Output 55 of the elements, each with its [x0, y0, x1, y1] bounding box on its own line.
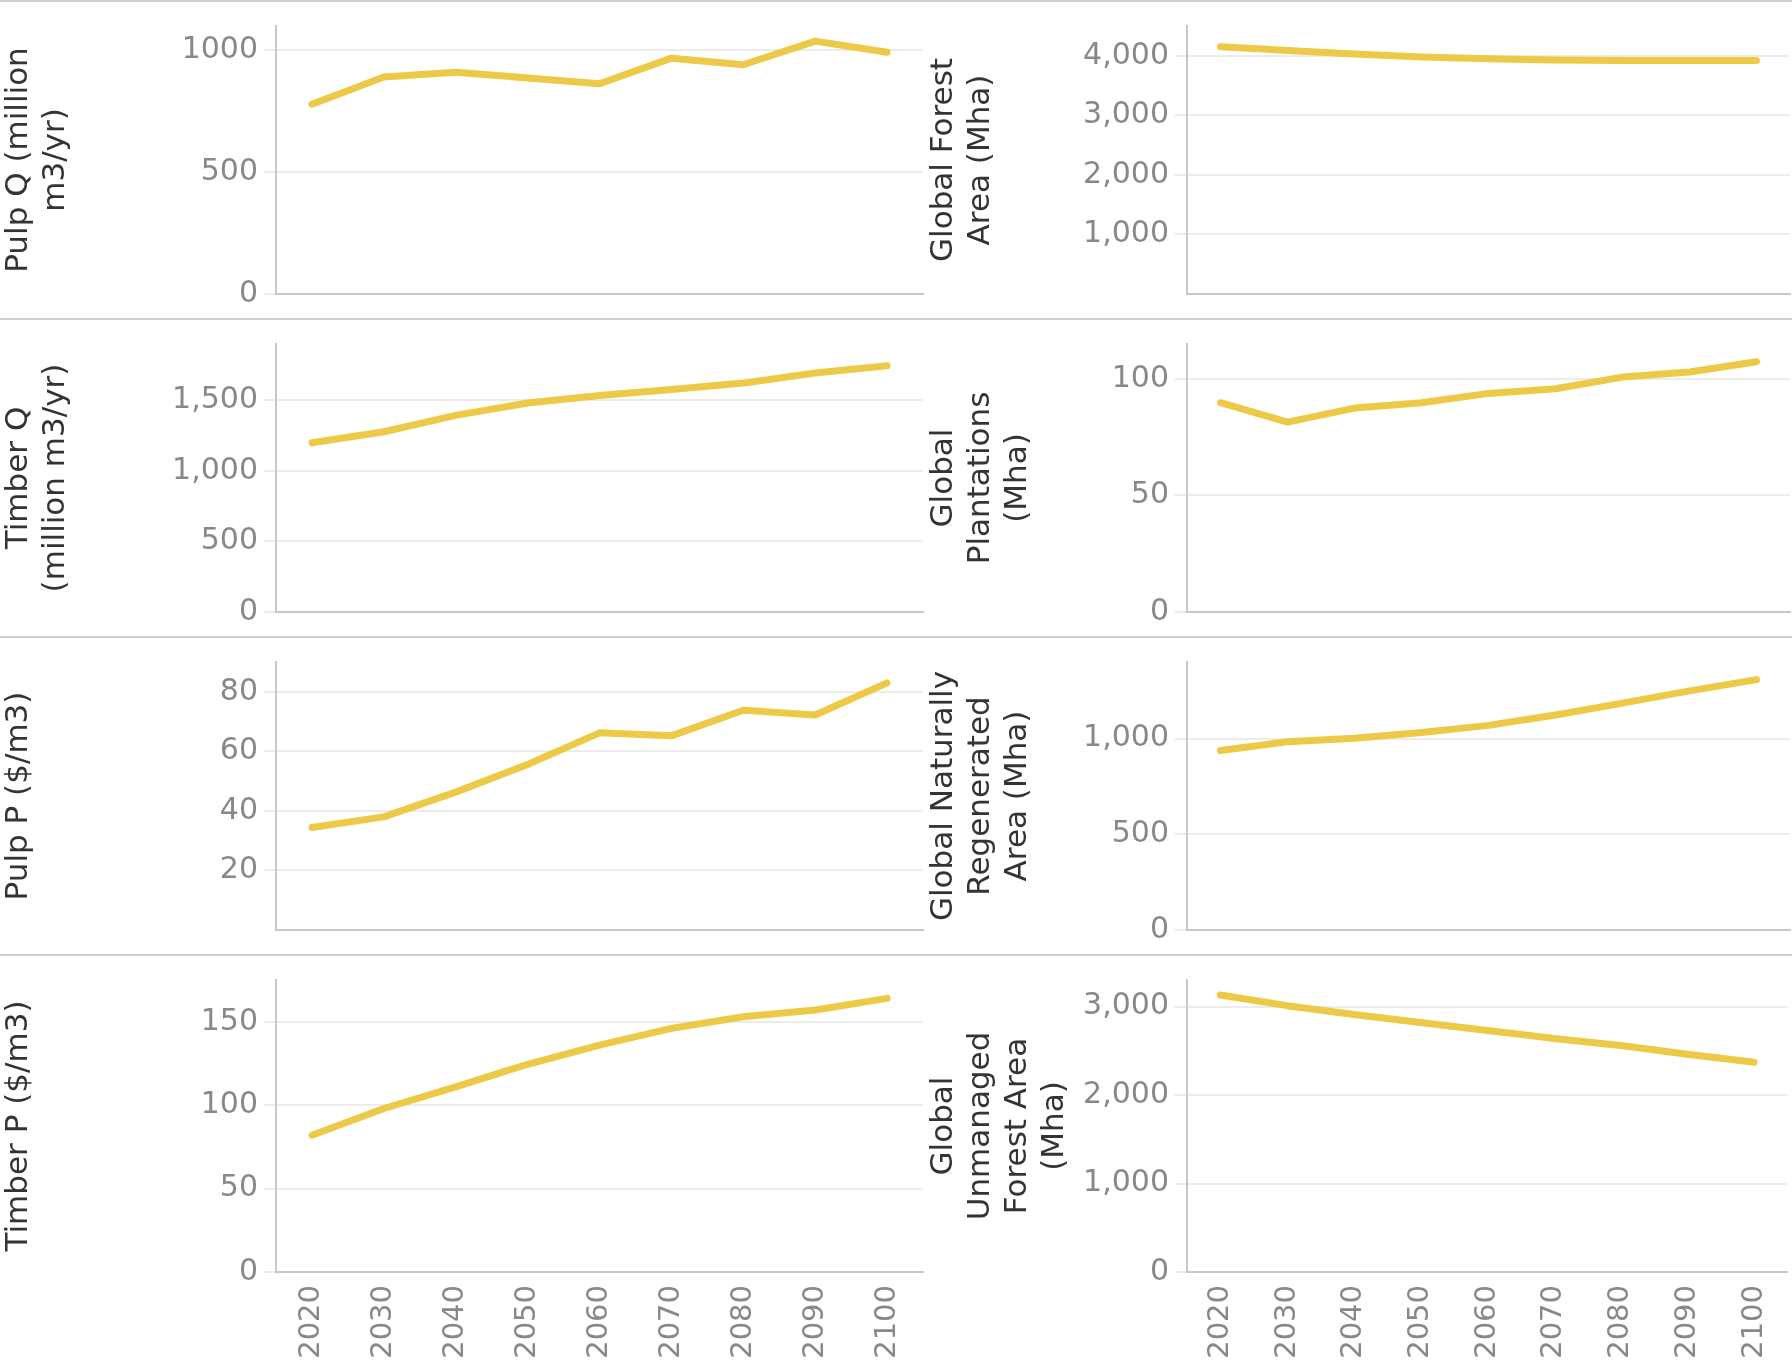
y-tick-label: 40	[219, 790, 258, 826]
y-tick-label: 150	[200, 1001, 258, 1037]
x-tick-label: 2030	[1267, 1285, 1302, 1359]
x-tick-label: 2060	[1467, 1285, 1502, 1359]
y-tick-label: 0	[1149, 1251, 1169, 1287]
y-axis-title: Timber P ($/m3)	[0, 1000, 34, 1253]
y-axis-title: Pulp P ($/m3)	[0, 691, 34, 901]
y-tick-label: 50	[1130, 475, 1169, 511]
y-tick-label: 3,000	[1083, 986, 1169, 1022]
y-tick-label: 100	[1111, 358, 1169, 394]
y-tick-label: 1000	[181, 30, 258, 66]
y-axis-title: Global Naturally Regenerated Area (Mha)	[922, 670, 1034, 922]
y-tick-label: 1,000	[1083, 718, 1169, 754]
y-axis-title: Global Unmanaged Forest Area (Mha)	[922, 1031, 1071, 1221]
y-tick-label: 0	[238, 1251, 258, 1287]
x-tick-label: 2070	[651, 1285, 686, 1359]
x-tick-label: 2020	[1200, 1285, 1235, 1359]
x-tick-label: 2040	[1334, 1285, 1369, 1359]
y-axis-title: Global Plantations (Mha)	[922, 391, 1034, 565]
x-tick-label: 2100	[867, 1285, 902, 1359]
y-tick-label: 500	[200, 151, 258, 187]
x-tick-label: 2020	[292, 1285, 327, 1359]
x-tick-label: 2050	[508, 1285, 543, 1359]
y-tick-label: 0	[238, 591, 258, 627]
x-tick-label: 2060	[580, 1285, 615, 1359]
y-tick-label: 0	[238, 273, 258, 309]
y-tick-label: 3,000	[1083, 95, 1169, 131]
y-tick-label: 2,000	[1083, 1074, 1169, 1110]
y-tick-label: 80	[219, 671, 258, 707]
y-tick-label: 1,500	[172, 380, 258, 416]
x-tick-label: 2050	[1401, 1285, 1436, 1359]
y-tick-label: 500	[200, 521, 258, 557]
y-tick-label: 4,000	[1083, 35, 1169, 71]
y-tick-label: 100	[200, 1084, 258, 1120]
y-tick-label: 50	[219, 1168, 258, 1204]
x-tick-label: 2080	[1601, 1285, 1636, 1359]
x-tick-label: 2040	[436, 1285, 471, 1359]
x-tick-label: 2100	[1734, 1285, 1769, 1359]
y-tick-label: 1,000	[172, 450, 258, 486]
y-axis-title: Global Forest Area (Mha)	[922, 58, 996, 262]
x-tick-label: 2090	[1667, 1285, 1702, 1359]
y-tick-label: 60	[219, 731, 258, 767]
x-tick-label: 2030	[364, 1285, 399, 1359]
y-tick-label: 500	[1111, 814, 1169, 850]
y-tick-label: 0	[1149, 909, 1169, 945]
y-axis-title: Timber Q (million m3/yr)	[0, 363, 71, 593]
x-tick-label: 2090	[795, 1285, 830, 1359]
x-tick-label: 2080	[723, 1285, 758, 1359]
y-axis-title: Pulp Q (million m3/yr)	[0, 47, 71, 273]
y-tick-label: 1,000	[1083, 1163, 1169, 1199]
x-tick-label: 2070	[1534, 1285, 1569, 1359]
y-tick-label: 2,000	[1083, 154, 1169, 190]
y-tick-label: 20	[219, 850, 258, 886]
y-tick-label: 0	[1149, 591, 1169, 627]
y-tick-label: 1,000	[1083, 214, 1169, 250]
